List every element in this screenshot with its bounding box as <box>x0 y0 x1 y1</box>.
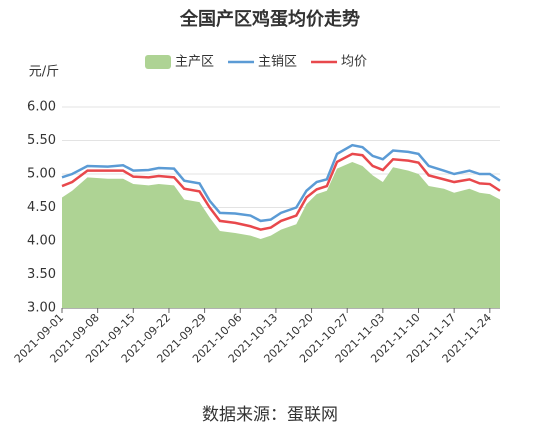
legend-swatch <box>145 55 171 69</box>
y-tick-label: 4.50 <box>27 200 56 215</box>
legend-label: 主产区 <box>175 55 214 70</box>
line <box>61 143 501 223</box>
y-tick-label: 3.50 <box>27 267 56 282</box>
y-tick-label: 3.00 <box>27 301 56 316</box>
source: 数据来源：蛋联网 <box>202 405 338 425</box>
y-axis-label: 元/斤 <box>29 65 59 80</box>
legend-label: 均价 <box>341 55 367 70</box>
line <box>61 152 501 231</box>
area <box>62 161 500 308</box>
y-tick-label: 6.00 <box>27 100 56 115</box>
chart-title: 全国产区鸡蛋均价走势 <box>179 8 360 30</box>
y-tick-label: 5.00 <box>27 167 56 182</box>
y-tick-label: 4.00 <box>27 234 56 249</box>
legend-label: 主销区 <box>258 55 297 70</box>
y-tick-label: 5.50 <box>27 133 56 148</box>
